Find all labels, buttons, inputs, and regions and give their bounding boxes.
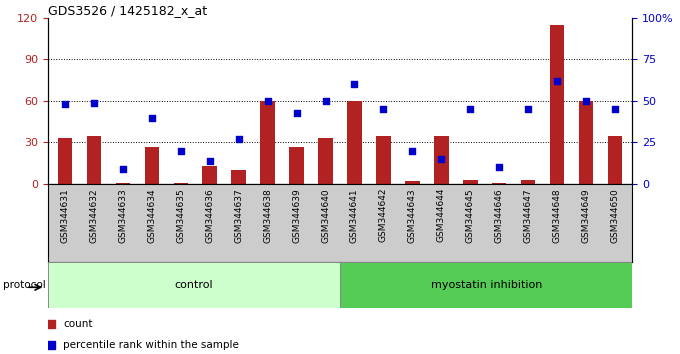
Bar xyxy=(289,147,304,184)
Bar xyxy=(521,180,535,184)
Point xyxy=(175,148,186,154)
Point xyxy=(146,115,157,120)
Text: GSM344639: GSM344639 xyxy=(292,188,301,243)
Bar xyxy=(405,181,420,184)
Point xyxy=(581,98,592,104)
Bar xyxy=(231,170,246,184)
Point xyxy=(204,158,215,164)
Point xyxy=(551,78,562,84)
Bar xyxy=(145,147,159,184)
Point xyxy=(407,148,418,154)
Point xyxy=(233,136,244,142)
Text: GSM344634: GSM344634 xyxy=(148,188,156,242)
Bar xyxy=(492,183,507,184)
Point xyxy=(262,98,273,104)
Point xyxy=(609,106,620,112)
Point xyxy=(436,156,447,162)
Text: GSM344649: GSM344649 xyxy=(581,188,590,242)
Bar xyxy=(550,25,564,184)
Text: count: count xyxy=(63,319,93,329)
Text: myostatin inhibition: myostatin inhibition xyxy=(430,280,542,290)
Text: GSM344631: GSM344631 xyxy=(61,188,69,243)
Point xyxy=(378,106,389,112)
Bar xyxy=(58,138,72,184)
Bar xyxy=(48,262,340,308)
Text: GSM344633: GSM344633 xyxy=(118,188,127,243)
Bar xyxy=(203,166,217,184)
Text: GSM344636: GSM344636 xyxy=(205,188,214,243)
Point xyxy=(291,110,302,115)
Bar xyxy=(173,183,188,184)
Text: GSM344647: GSM344647 xyxy=(524,188,532,242)
Bar xyxy=(463,180,477,184)
Text: GSM344637: GSM344637 xyxy=(234,188,243,243)
Text: GSM344642: GSM344642 xyxy=(379,188,388,242)
Text: control: control xyxy=(175,280,213,290)
Text: GSM344646: GSM344646 xyxy=(495,188,504,242)
Bar xyxy=(340,262,632,308)
Text: percentile rank within the sample: percentile rank within the sample xyxy=(63,340,239,350)
Text: GSM344638: GSM344638 xyxy=(263,188,272,243)
Point xyxy=(465,106,476,112)
Bar xyxy=(260,101,275,184)
Text: GSM344644: GSM344644 xyxy=(437,188,446,242)
Point xyxy=(118,166,129,172)
Bar xyxy=(434,136,449,184)
Point xyxy=(88,100,99,105)
Text: GSM344632: GSM344632 xyxy=(90,188,99,242)
Bar xyxy=(376,136,391,184)
Text: GSM344648: GSM344648 xyxy=(553,188,562,242)
Point xyxy=(349,81,360,87)
Text: GSM344641: GSM344641 xyxy=(350,188,359,242)
Point xyxy=(320,98,331,104)
Text: protocol: protocol xyxy=(3,280,46,290)
Bar xyxy=(579,101,594,184)
Text: GSM344645: GSM344645 xyxy=(466,188,475,242)
Point xyxy=(60,101,71,107)
Point xyxy=(494,165,505,170)
Bar xyxy=(86,136,101,184)
Text: GDS3526 / 1425182_x_at: GDS3526 / 1425182_x_at xyxy=(48,4,207,17)
Text: GSM344640: GSM344640 xyxy=(321,188,330,242)
Bar xyxy=(347,101,362,184)
Text: GSM344635: GSM344635 xyxy=(176,188,185,243)
Bar xyxy=(608,136,622,184)
Text: GSM344643: GSM344643 xyxy=(408,188,417,242)
Text: GSM344650: GSM344650 xyxy=(611,188,619,243)
Bar xyxy=(318,138,333,184)
Point xyxy=(523,106,534,112)
Bar xyxy=(116,183,130,184)
